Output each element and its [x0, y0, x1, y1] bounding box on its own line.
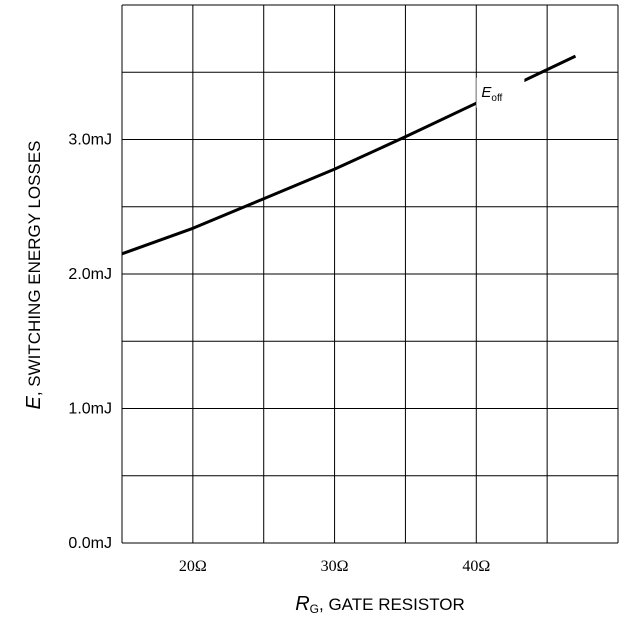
x-axis-label-main: R: [295, 593, 309, 615]
x-tick-label: 30Ω: [321, 558, 349, 575]
series-layer: [121, 54, 577, 256]
series-label-text: Eoff: [481, 84, 502, 104]
series-label-background: [476, 77, 525, 108]
y-axis-label-rest: , SWITCHING ENERGY LOSSES: [25, 140, 44, 396]
plot-grid: [121, 4, 619, 544]
y-tick-label: 3.0mJ: [68, 132, 112, 149]
series-label-sub: off: [491, 93, 502, 104]
x-axis-label-sub: G: [310, 602, 319, 616]
series-label-e-off: Eoff: [476, 77, 525, 108]
x-tick-label: 20Ω: [179, 558, 207, 575]
x-axis-label-rest: , GATE RESISTOR: [319, 595, 465, 614]
y-tick-label: 0.0mJ: [68, 535, 112, 552]
y-axis-label: E, SWITCHING ENERGY LOSSES: [23, 140, 45, 409]
y-axis-label-main: E: [23, 396, 45, 410]
series-line-e-off: [121, 54, 577, 256]
series-label-main: E: [481, 84, 492, 101]
x-tick-label: 40Ω: [462, 558, 490, 575]
y-tick-label: 1.0mJ: [68, 401, 112, 418]
tick-labels: 0.0mJ 1.0mJ 2.0mJ 3.0mJ 20Ω 30Ω 40Ω: [68, 132, 490, 576]
x-axis-label: RG, GATE RESISTOR: [295, 593, 465, 616]
y-tick-label: 2.0mJ: [68, 266, 112, 283]
